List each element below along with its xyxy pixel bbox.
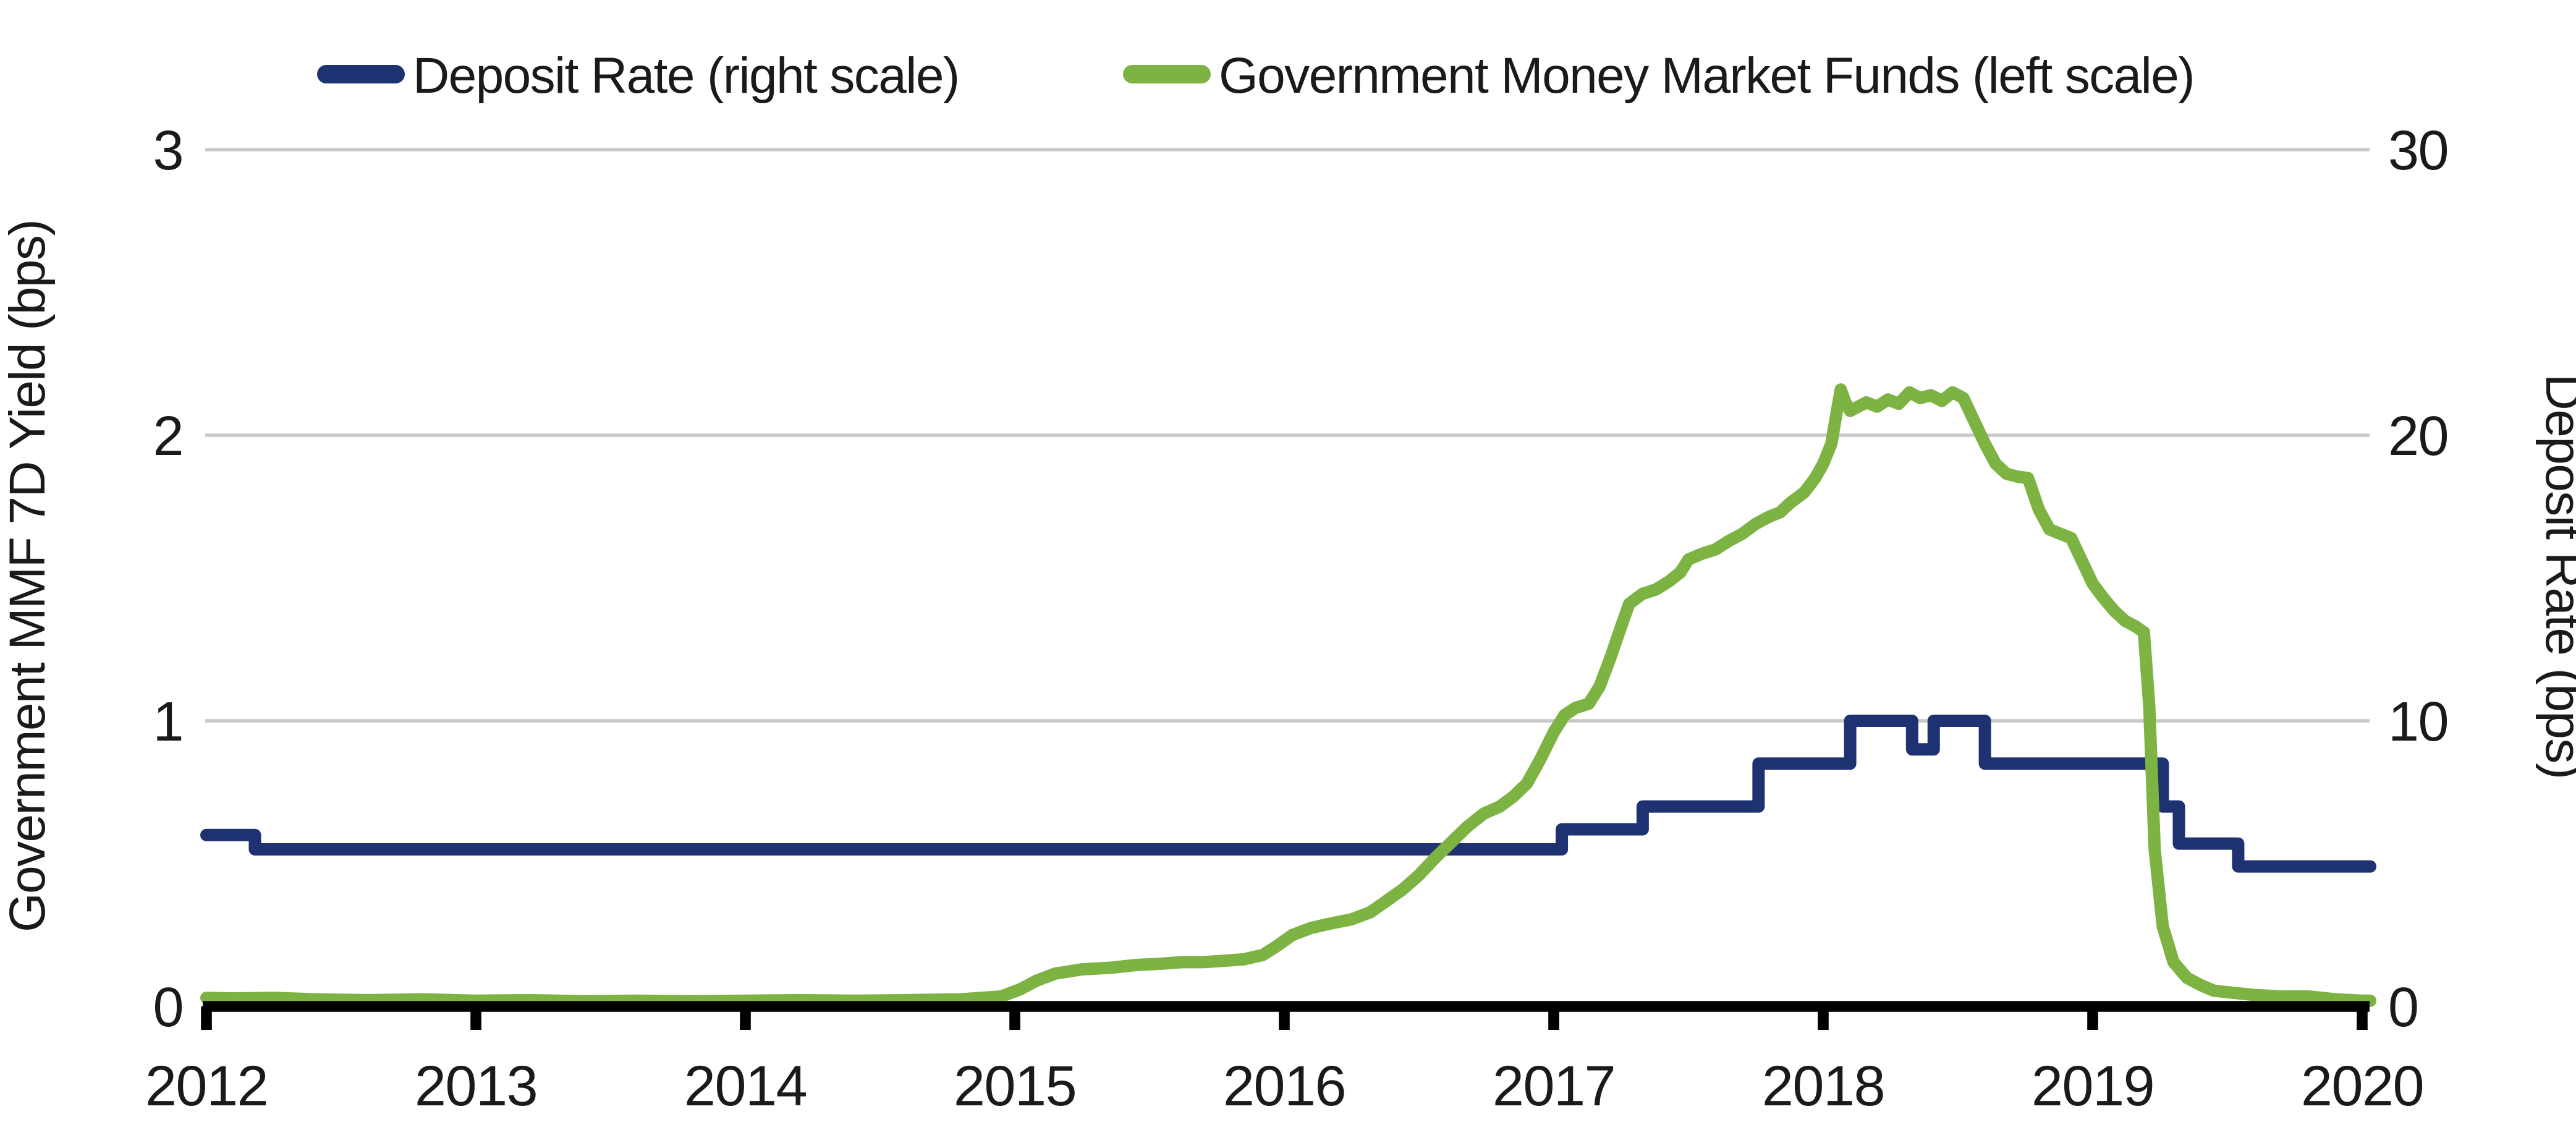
legend-item-government-mmf: Government Money Market Funds (left scal… bbox=[1123, 48, 2195, 104]
legend-item-deposit-rate: Deposit Rate (right scale) bbox=[317, 48, 960, 104]
left-tick-label-1: 1 bbox=[153, 691, 183, 753]
right-axis-title: Deposit Rate (bps) bbox=[2535, 374, 2576, 779]
x-tick-label-2019: 2019 bbox=[2032, 1055, 2154, 1118]
right-tick-label-20: 20 bbox=[2388, 406, 2448, 467]
legend-label-government-mmf: Government Money Market Funds (left scal… bbox=[1219, 48, 2194, 104]
x-tick-label-2020: 2020 bbox=[2301, 1055, 2423, 1118]
left-tick-label-3: 3 bbox=[153, 120, 183, 182]
x-tick-label-2018: 2018 bbox=[1762, 1055, 1884, 1118]
x-tick-label-2016: 2016 bbox=[1223, 1055, 1345, 1118]
x-tick-label-2015: 2015 bbox=[954, 1055, 1076, 1118]
x-tick-label-2012: 2012 bbox=[145, 1055, 268, 1118]
legend-label-deposit-rate: Deposit Rate (right scale) bbox=[413, 48, 959, 104]
left-tick-label-2: 2 bbox=[153, 406, 183, 467]
right-tick-label-30: 30 bbox=[2388, 120, 2448, 182]
x-tick-label-2017: 2017 bbox=[1493, 1055, 1615, 1118]
left-axis-title: Government MMF 7D Yield (bps) bbox=[0, 220, 56, 932]
series-line-government-mmf bbox=[200, 383, 2377, 1008]
right-tick-label-10: 10 bbox=[2388, 691, 2448, 753]
x-tick-label-2013: 2013 bbox=[415, 1055, 537, 1118]
right-tick-label-0: 0 bbox=[2388, 977, 2418, 1039]
series-line-deposit-rate bbox=[200, 715, 2377, 873]
x-tick-label-2014: 2014 bbox=[684, 1055, 807, 1118]
left-tick-label-0: 0 bbox=[153, 977, 183, 1039]
